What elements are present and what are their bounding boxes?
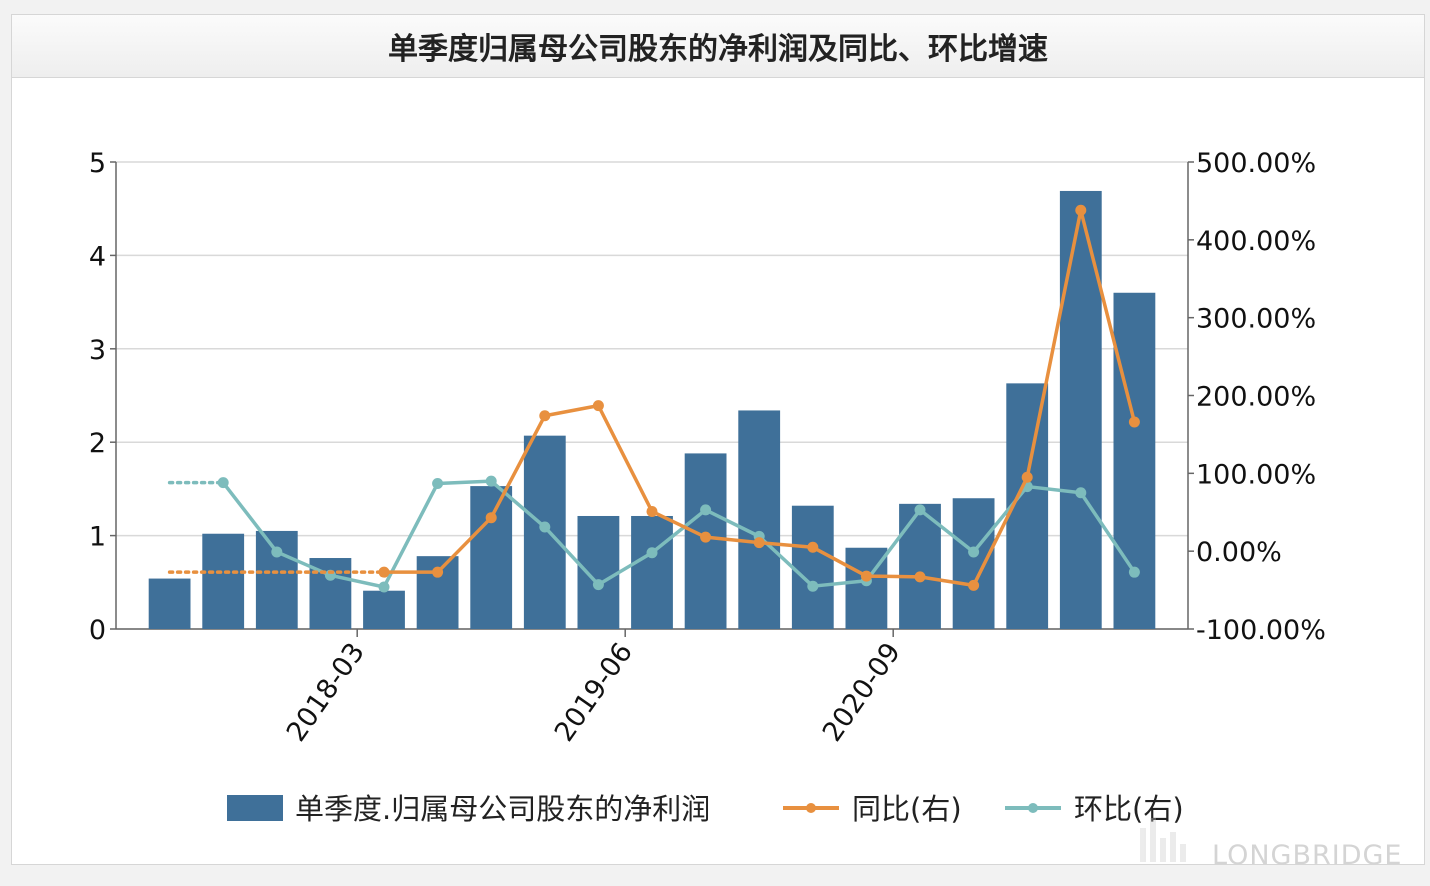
right-axis-tick-label: 0.00% — [1196, 537, 1282, 568]
series-point — [1128, 416, 1140, 428]
series-point — [485, 512, 497, 524]
series-point — [646, 547, 658, 559]
x-axis-tick-label: 2020-09 — [817, 637, 907, 747]
chart-title-bar: 单季度归属母公司股东的净利润及同比、环比增速 — [12, 15, 1424, 78]
right-axis-tick-label: 500.00% — [1196, 148, 1316, 179]
legend-label-qoq: 环比(右) — [1074, 792, 1184, 826]
series-point — [860, 570, 872, 582]
series-point — [753, 537, 765, 549]
right-axis-tick-label: 100.00% — [1196, 459, 1316, 490]
series-point — [1021, 471, 1033, 483]
legend-swatch-point — [806, 803, 816, 813]
series-point — [539, 410, 551, 422]
watermark-bar — [1140, 828, 1146, 862]
series-point — [485, 475, 497, 487]
series-point — [1075, 487, 1087, 499]
legend-label-yoy: 同比(右) — [852, 792, 962, 826]
bar — [255, 530, 298, 629]
bar — [738, 410, 781, 629]
x-axis-tick-label: 2018-03 — [281, 637, 371, 747]
bar — [1113, 292, 1156, 629]
series-point — [592, 579, 604, 591]
chart-panel: 单季度归属母公司股东的净利润及同比、环比增速 — [11, 14, 1425, 865]
bar — [952, 498, 995, 629]
series-point — [539, 521, 551, 533]
left-axis-tick-label: 2 — [89, 428, 106, 459]
right-axis-tick-label: 200.00% — [1196, 382, 1316, 413]
series-point — [592, 400, 604, 412]
series-point — [432, 566, 444, 578]
series-point — [700, 504, 712, 516]
series-point — [1075, 204, 1087, 216]
right-axis-tick-label: -100.00% — [1196, 615, 1326, 646]
series-point — [378, 581, 390, 593]
series-line — [221, 479, 1136, 589]
bar — [791, 505, 834, 629]
right-axis-tick-label: 400.00% — [1196, 226, 1316, 257]
bar — [577, 515, 620, 629]
series-point — [807, 541, 819, 553]
left-axis-tick-label: 4 — [89, 241, 106, 272]
left-axis-tick-label: 5 — [89, 148, 106, 179]
legend-label-bar: 单季度.归属母公司股东的净利润 — [295, 792, 710, 826]
left-axis-tick-label: 0 — [89, 615, 106, 646]
series-point — [1128, 566, 1140, 578]
series-point — [271, 546, 283, 558]
left-axis-tick-label: 3 — [89, 335, 106, 366]
right-axis-tick-label: 300.00% — [1196, 304, 1316, 335]
bar — [470, 486, 513, 629]
watermark-bar — [1150, 818, 1156, 862]
series-point — [378, 566, 390, 578]
watermark-bar — [1180, 844, 1186, 862]
legend-swatch-point — [1028, 803, 1038, 813]
watermark-text: LONGBRIDGE — [1212, 840, 1402, 871]
series-point — [914, 571, 926, 583]
bar — [202, 533, 245, 629]
series-point — [432, 477, 444, 489]
watermark-bar — [1160, 838, 1166, 862]
chart-title: 单季度归属母公司股东的净利润及同比、环比增速 — [388, 32, 1048, 67]
left-axis-tick-label: 1 — [89, 522, 106, 553]
series-point — [807, 580, 819, 592]
bar — [1059, 190, 1102, 630]
legend-swatch-bar — [227, 795, 283, 821]
bar — [631, 515, 673, 629]
series-point — [700, 531, 712, 543]
series-point — [646, 505, 658, 517]
bar — [899, 503, 941, 629]
bar — [363, 590, 405, 629]
x-axis-tick-label: 2019-06 — [549, 637, 639, 747]
series-point — [968, 546, 980, 558]
series-point — [914, 504, 926, 516]
watermark-bar — [1170, 832, 1176, 862]
series-point — [968, 579, 980, 591]
bar — [148, 578, 191, 629]
watermark-logo-icon — [1140, 818, 1186, 862]
series-point — [217, 477, 229, 489]
